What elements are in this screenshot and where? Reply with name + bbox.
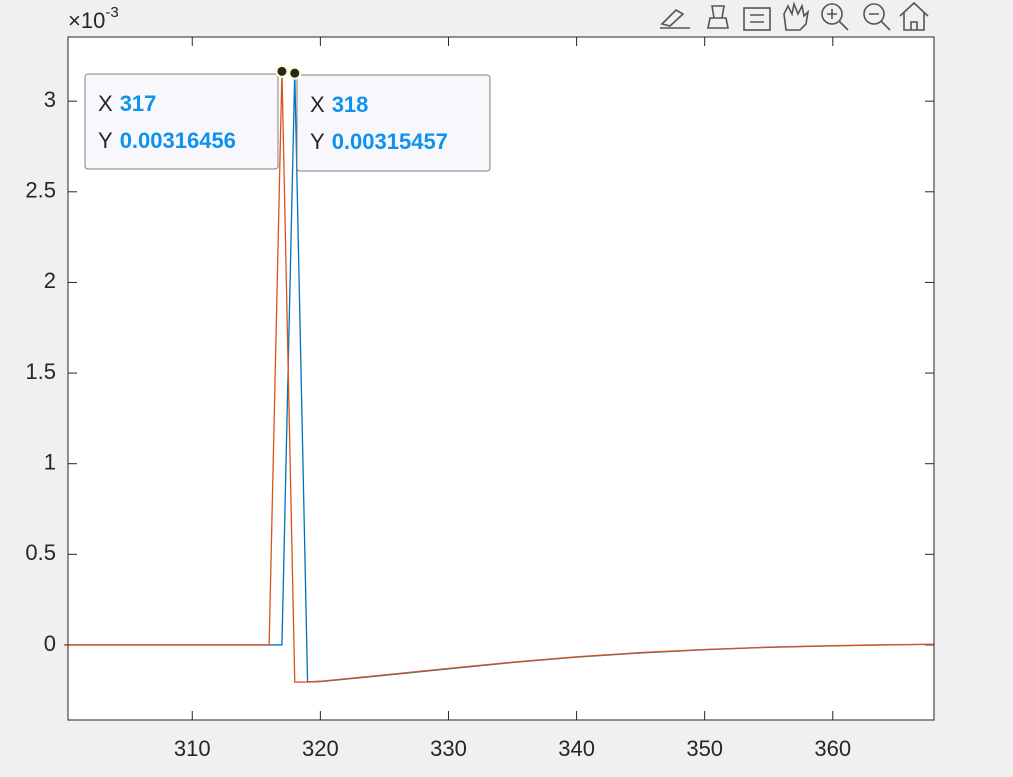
y-tick-label: 1.5	[25, 359, 56, 384]
toolbar-datatip[interactable]	[743, 7, 771, 31]
datatip-y-row: Y 0.00316456	[98, 128, 236, 153]
x-tick-label: 340	[558, 736, 595, 761]
datatip-box	[296, 74, 491, 172]
y-tick-label: 1	[44, 450, 56, 475]
y-tick-label: 0.5	[25, 540, 56, 565]
datatip-y-row: Y 0.00315457	[310, 129, 448, 154]
datatip-marker	[275, 64, 289, 78]
plot-area: 310 320 330 340 350 360 0 0.5 1 1.5 2 2.5 3	[25, 37, 935, 761]
exponent-base: ×10	[68, 8, 105, 33]
datatip-y-label: Y	[98, 128, 113, 153]
x-tick-label: 330	[430, 736, 467, 761]
datatip: X 317 Y 0.00316456	[84, 64, 289, 170]
y-tick-label: 2	[44, 268, 56, 293]
toolbar-home[interactable]	[899, 1, 929, 31]
toolbar-zoom-out[interactable]	[863, 3, 891, 31]
x-tick-label: 360	[814, 736, 851, 761]
toolbar-zoom-in[interactable]	[821, 3, 849, 31]
datatip-x-value: 317	[120, 91, 157, 116]
y-tick-label: 0	[44, 631, 56, 656]
datatip-marker	[288, 66, 302, 80]
datatip: X 318 Y 0.00315457	[288, 66, 491, 172]
datatip-y-label: Y	[310, 129, 325, 154]
datatip-x-label: X	[98, 91, 113, 116]
datatip-box	[84, 73, 279, 170]
x-tick-label: 310	[174, 736, 211, 761]
axis-exponent: ×10-3	[68, 4, 119, 33]
toolbar-brush[interactable]	[707, 5, 729, 29]
datatip-x-row: X 317	[98, 91, 156, 116]
axes-box	[67, 36, 935, 721]
series-line	[64, 71, 935, 683]
datatip-y-value: 0.00316456	[120, 128, 236, 153]
toolbar-pan[interactable]	[783, 1, 810, 31]
x-tick-label: 320	[302, 736, 339, 761]
exponent-power: -3	[105, 4, 118, 21]
toolbar-edit[interactable]	[660, 9, 690, 29]
datatip-x-label: X	[310, 92, 325, 117]
y-tick-label: 3	[44, 87, 56, 112]
y-tick-label: 2.5	[25, 178, 56, 203]
toolbar	[660, 1, 929, 31]
x-tick-label: 350	[686, 736, 723, 761]
datatip-x-value: 318	[332, 92, 369, 117]
datatip-y-value: 0.00315457	[332, 129, 448, 154]
datatip-x-row: X 318	[310, 92, 368, 117]
